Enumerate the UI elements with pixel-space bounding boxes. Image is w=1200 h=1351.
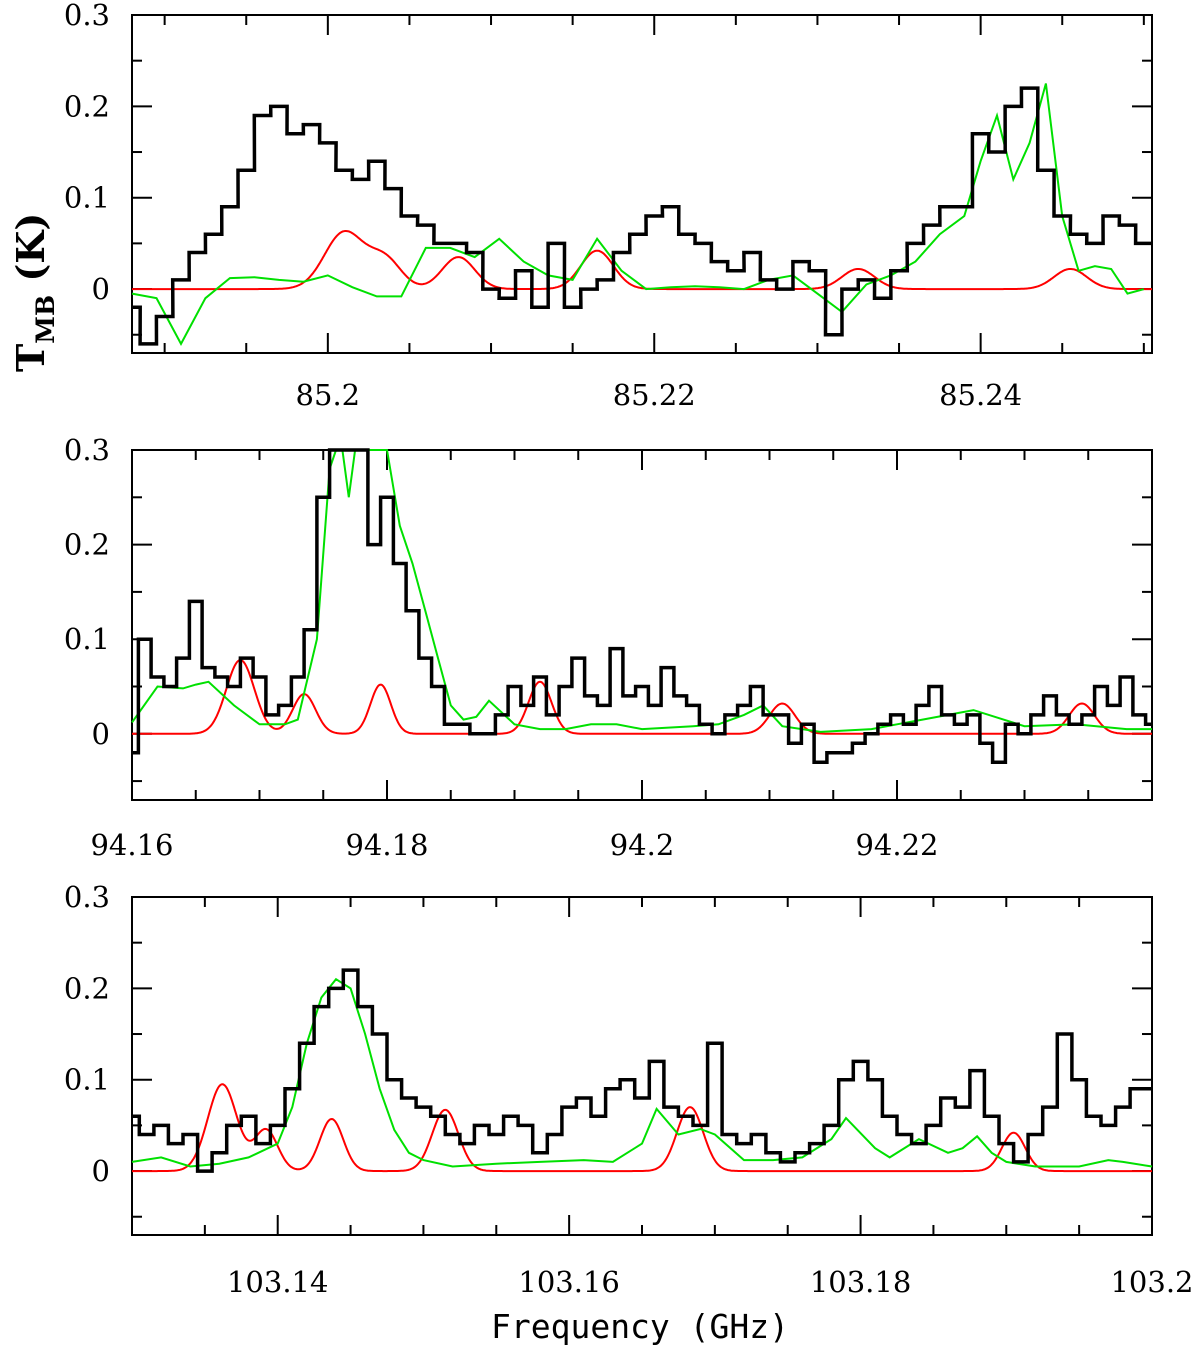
model-red-line xyxy=(132,658,1152,735)
y-tick-label: 0 xyxy=(92,1154,110,1188)
y-tick-label: 0.2 xyxy=(64,971,110,1005)
x-tick-label: 94.2 xyxy=(610,828,675,862)
y-tick-label: 0.3 xyxy=(64,0,110,32)
model-green-line xyxy=(131,83,1145,347)
y-tick-label: 0.3 xyxy=(64,433,110,467)
series-group xyxy=(131,968,1153,1173)
y-tick-label: 0.2 xyxy=(64,89,110,123)
y-axis-label-unit: (K) xyxy=(8,213,53,295)
x-tick-label: 94.22 xyxy=(855,828,938,862)
y-tick-label: 0.1 xyxy=(64,622,110,656)
x-tick-label: 103.18 xyxy=(810,1265,911,1299)
y-axis-label-main: T xyxy=(8,344,53,372)
series-group xyxy=(131,83,1152,347)
x-tick-label: 103.16 xyxy=(518,1265,619,1299)
model-red-line xyxy=(132,1083,1152,1173)
model-green-line xyxy=(131,977,1153,1168)
plot-frame xyxy=(131,449,1153,801)
x-tick-label: 85.2 xyxy=(296,378,361,412)
observed-spectrum xyxy=(132,86,1152,346)
x-tick-label: 85.24 xyxy=(939,378,1022,412)
plot-frame xyxy=(131,896,1153,1236)
observed-spectrum xyxy=(132,968,1152,1173)
model-green-line xyxy=(131,449,1152,733)
x-tick-label: 94.18 xyxy=(345,828,428,862)
panel-85ghz: 0 0.1 0.2 0.3 85.2 85.22 85.24 xyxy=(64,0,1153,412)
x-axis-title: Frequency (GHz) xyxy=(491,1307,789,1346)
y-axis-label-subscript: MB xyxy=(31,295,60,344)
y-tick-label: 0.1 xyxy=(64,1063,110,1097)
x-tick-label: 103.2 xyxy=(1110,1265,1193,1299)
x-tick-labels: 85.2 85.22 85.24 xyxy=(296,378,1023,412)
y-tick-labels: 0 0.1 0.2 0.3 xyxy=(64,0,110,306)
tick-marks xyxy=(132,896,1152,1235)
observed-spectrum xyxy=(132,448,1152,764)
y-tick-labels: 0 0.1 0.2 0.3 xyxy=(64,433,110,751)
x-tick-label: 103.14 xyxy=(227,1265,328,1299)
x-tick-label: 85.22 xyxy=(613,378,696,412)
series-group xyxy=(131,448,1152,764)
y-tick-labels: 0 0.1 0.2 0.3 xyxy=(64,880,110,1188)
y-tick-label: 0.2 xyxy=(64,528,110,562)
y-tick-label: 0 xyxy=(92,717,110,751)
tick-marks xyxy=(132,449,1152,800)
x-tick-labels: 94.16 94.18 94.2 94.22 xyxy=(90,828,938,862)
tick-marks xyxy=(132,14,1152,353)
panel-94ghz: 0 0.1 0.2 0.3 94.16 94.18 94.2 94.22 xyxy=(64,433,1153,862)
y-tick-label: 0.1 xyxy=(64,181,110,215)
panel-103ghz: 0 0.1 0.2 0.3 103.14 103.16 103.18 103.2 xyxy=(64,880,1194,1299)
x-tick-label: 94.16 xyxy=(90,828,173,862)
plot-frame xyxy=(131,14,1153,354)
y-axis-label: TMB (K) xyxy=(8,213,60,372)
y-tick-label: 0 xyxy=(92,272,110,306)
x-tick-labels: 103.14 103.16 103.18 103.2 xyxy=(227,1265,1194,1299)
y-tick-label: 0.3 xyxy=(64,880,110,914)
model-red-line xyxy=(132,230,1152,291)
